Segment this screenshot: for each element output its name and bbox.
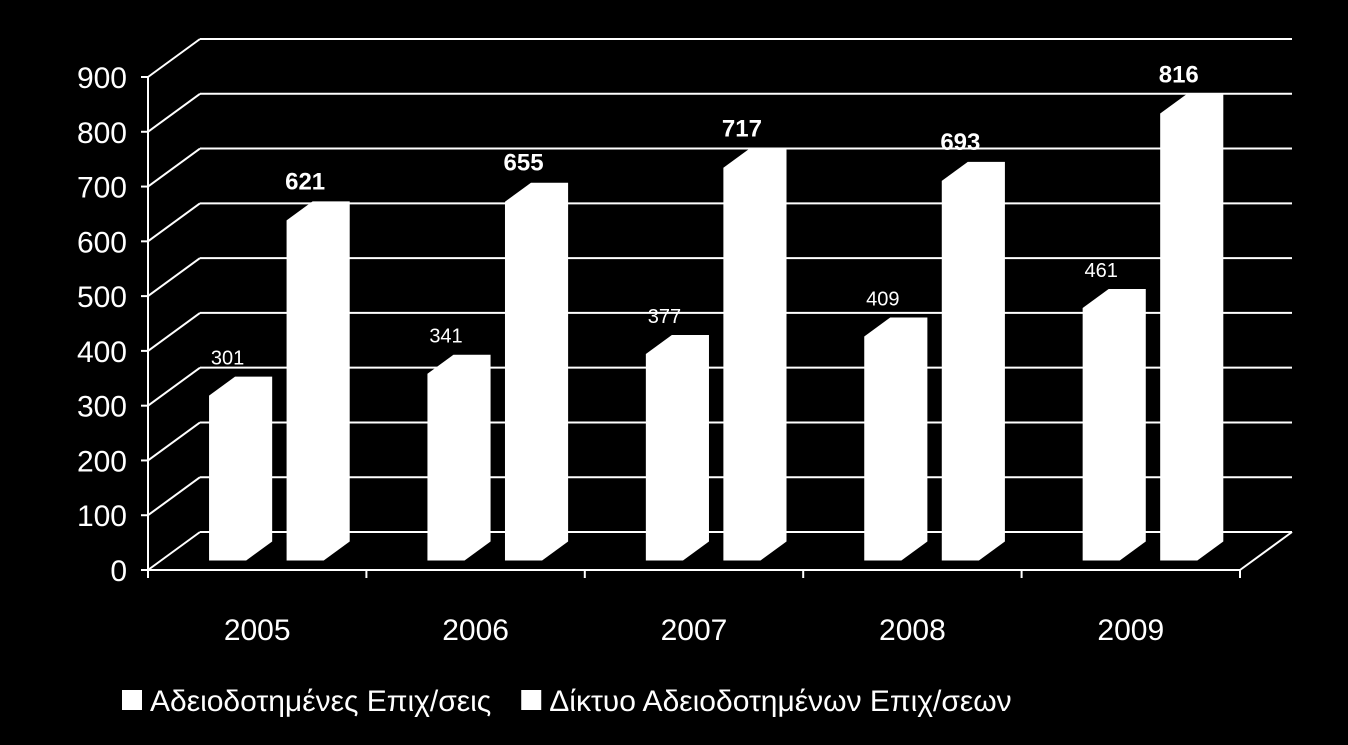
bar bbox=[209, 376, 273, 561]
bar bbox=[1082, 288, 1146, 561]
bar bbox=[941, 161, 1005, 561]
x-tick-label: 2007 bbox=[661, 614, 728, 647]
y-tick-label: 400 bbox=[77, 336, 127, 369]
legend-label: Αδειοδοτημένες Επιχ/σεις bbox=[150, 685, 491, 718]
side-grid-line bbox=[147, 312, 201, 352]
side-grid-line bbox=[147, 38, 201, 78]
bar bbox=[504, 182, 569, 561]
side-grid-line bbox=[147, 531, 201, 571]
legend-swatch bbox=[521, 690, 542, 710]
x-tick-label: 2009 bbox=[1097, 614, 1164, 647]
y-tick-label: 200 bbox=[77, 445, 127, 478]
bar bbox=[723, 148, 787, 561]
x-tick-label: 2008 bbox=[879, 614, 946, 647]
value-label: 377 bbox=[648, 306, 681, 328]
value-label: 655 bbox=[504, 150, 544, 177]
value-label: 461 bbox=[1085, 260, 1118, 282]
legend-label: Δίκτυο Αδειοδοτημένων Επιχ/σεων bbox=[549, 685, 1011, 718]
value-label: 301 bbox=[211, 348, 244, 370]
side-grid-line bbox=[147, 366, 201, 407]
x-tick-label: 2006 bbox=[442, 614, 509, 647]
y-tick-label: 100 bbox=[77, 500, 127, 533]
value-label: 409 bbox=[866, 288, 899, 310]
side-grid-line bbox=[147, 476, 201, 517]
legend-swatch bbox=[122, 690, 142, 710]
side-grid-line bbox=[147, 421, 201, 462]
bar bbox=[864, 317, 928, 561]
y-tick-label: 500 bbox=[77, 281, 127, 314]
bar bbox=[286, 201, 350, 561]
value-label: 717 bbox=[722, 116, 762, 143]
y-tick-label: 600 bbox=[77, 226, 127, 259]
side-grid-line bbox=[147, 202, 201, 243]
side-grid-line bbox=[147, 257, 201, 297]
value-label: 693 bbox=[940, 129, 980, 156]
x-tick-label: 2005 bbox=[224, 614, 291, 647]
bar bbox=[645, 334, 709, 561]
bar bbox=[427, 354, 491, 561]
side-grid-line bbox=[147, 92, 201, 133]
y-tick-label: 900 bbox=[77, 62, 127, 95]
value-label: 816 bbox=[1159, 62, 1199, 89]
value-label: 621 bbox=[285, 168, 325, 195]
y-tick-label: 300 bbox=[77, 391, 127, 424]
side-grid-line bbox=[147, 147, 201, 188]
y-tick-label: 0 bbox=[110, 555, 127, 588]
bar bbox=[1160, 94, 1224, 561]
y-tick-label: 800 bbox=[77, 117, 127, 150]
value-label: 341 bbox=[429, 326, 462, 348]
y-tick-label: 700 bbox=[77, 172, 127, 205]
floor-edge bbox=[1239, 531, 1293, 571]
